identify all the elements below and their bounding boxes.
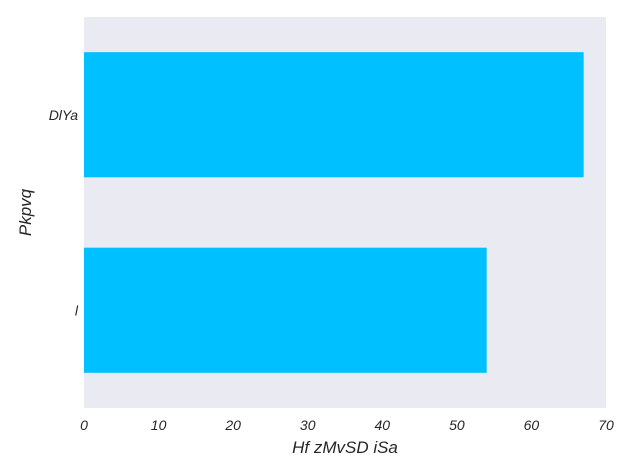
bars-group xyxy=(84,52,584,373)
x-tick-label: 30 xyxy=(300,417,316,433)
y-tick-label: DlYa xyxy=(49,107,79,123)
x-axis-label: Hf zMvSD iSa xyxy=(292,438,398,457)
x-tick-label: 10 xyxy=(151,417,167,433)
x-tick-label: 70 xyxy=(598,417,614,433)
x-tick-label: 20 xyxy=(224,417,241,433)
y-tick-labels: DlYa l xyxy=(49,107,79,319)
y-tick-label: l xyxy=(75,302,79,318)
bar-2 xyxy=(84,247,487,373)
x-tick-label: 50 xyxy=(449,417,465,433)
bar-1 xyxy=(84,52,584,178)
x-tick-label: 0 xyxy=(80,417,88,433)
x-tick-label: 60 xyxy=(524,417,540,433)
x-tick-labels: 0 10 20 30 40 50 60 70 xyxy=(80,417,614,433)
x-tick-label: 40 xyxy=(374,417,390,433)
y-axis-label: Pkpvq xyxy=(16,188,35,236)
